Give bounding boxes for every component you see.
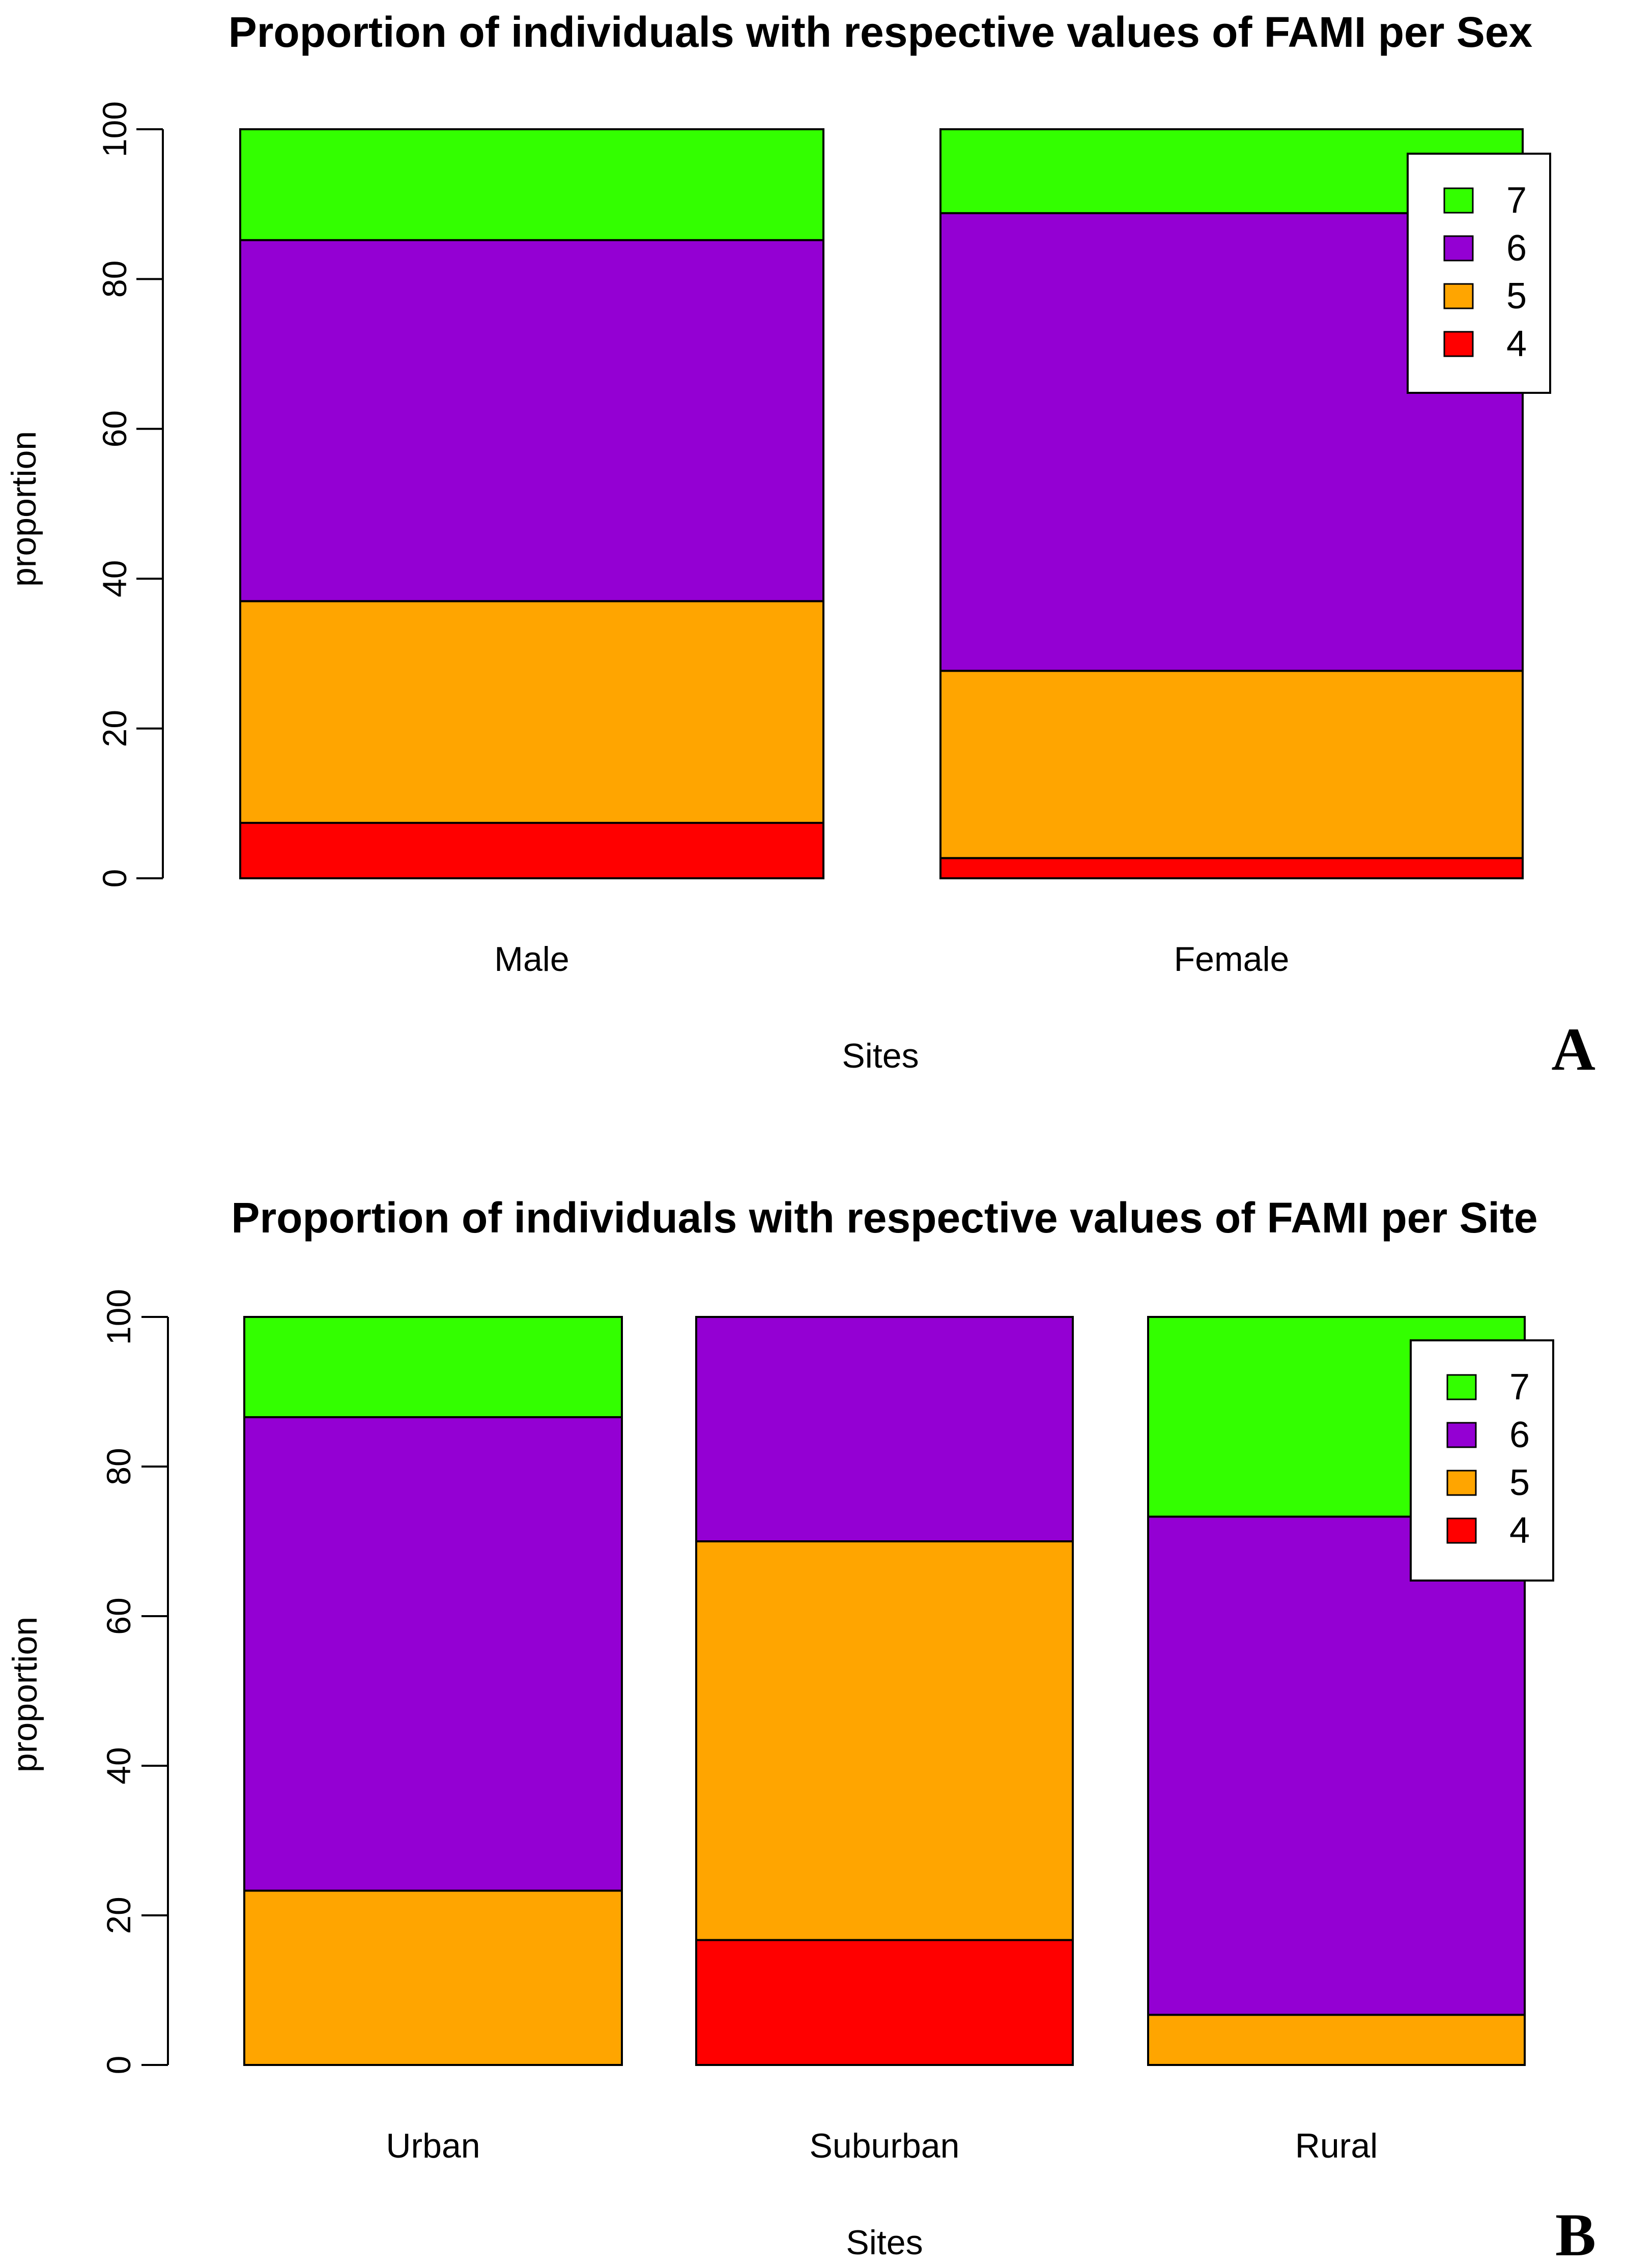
legend-box <box>1407 153 1551 394</box>
bar-segment-suburban-fami-6 <box>695 1316 1074 1542</box>
y-tick-label: 0 <box>96 869 133 888</box>
legend-swatch-4 <box>1443 331 1474 357</box>
legend-box <box>1410 1339 1554 1582</box>
legend-label-6: 6 <box>1506 228 1527 269</box>
y-axis-label: proportion <box>5 431 43 587</box>
x-category-label: Suburban <box>810 2127 960 2165</box>
legend: 7 6 5 4 <box>1410 1339 1554 1582</box>
legend-swatch-6 <box>1443 235 1474 262</box>
legend-label-4: 4 <box>1509 1510 1530 1551</box>
legend-label-6: 6 <box>1509 1415 1530 1455</box>
bar-segment-male-fami-7 <box>239 128 824 241</box>
legend-label-7: 7 <box>1509 1367 1530 1408</box>
chart-panel-sex: Proportion of individuals with respectiv… <box>5 8 1595 1083</box>
y-tick-label: 20 <box>96 710 133 747</box>
bar-segment-urban-fami-7 <box>243 1316 623 1418</box>
chart-panel-site: Proportion of individuals with respectiv… <box>6 1194 1596 2268</box>
bar-segment-suburban-fami-5 <box>695 1540 1074 1941</box>
y-tick-label: 20 <box>100 1897 137 1934</box>
x-category-label: Urban <box>386 2127 480 2165</box>
bar-segment-female-fami-4 <box>939 857 1524 879</box>
x-axis-label: Sites <box>846 2223 923 2262</box>
legend-swatch-7 <box>1446 1374 1477 1400</box>
legend-swatch-5 <box>1446 1470 1477 1496</box>
bar-segment-male-fami-4 <box>239 822 824 880</box>
y-tick-label: 60 <box>96 410 133 447</box>
legend-label-7: 7 <box>1506 180 1527 221</box>
y-tick-label: 100 <box>100 1289 137 1345</box>
legend: 7 6 5 4 <box>1407 153 1551 394</box>
chart-title: Proportion of individuals with respectiv… <box>231 1194 1537 1242</box>
bar-segment-urban-fami-6 <box>243 1416 623 1892</box>
y-tick-label: 0 <box>100 2056 137 2075</box>
y-tick-label: 40 <box>96 560 133 597</box>
legend-label-5: 5 <box>1509 1462 1530 1503</box>
y-tick-label: 80 <box>100 1448 137 1485</box>
legend-swatch-4 <box>1446 1517 1477 1544</box>
x-category-label: Rural <box>1295 2127 1378 2165</box>
y-tick-label: 80 <box>96 261 133 298</box>
y-tick-label: 40 <box>100 1747 137 1784</box>
legend-swatch-5 <box>1443 283 1474 309</box>
chart-title: Proportion of individuals with respectiv… <box>229 8 1533 56</box>
bar-segment-rural-fami-6 <box>1147 1515 1526 2016</box>
bar-segment-urban-fami-5 <box>243 1889 623 2066</box>
y-axis-label: proportion <box>6 1617 44 1772</box>
x-category-label: Male <box>494 940 569 979</box>
legend-swatch-7 <box>1443 187 1474 214</box>
x-category-label: Female <box>1174 940 1290 979</box>
y-tick-label: 100 <box>96 101 133 157</box>
bar-segment-male-fami-5 <box>239 600 824 824</box>
bar-segment-female-fami-5 <box>939 670 1524 859</box>
panel-letter: B <box>1555 2201 1596 2268</box>
bar-segment-male-fami-6 <box>239 239 824 602</box>
legend-label-4: 4 <box>1506 324 1527 364</box>
legend-label-5: 5 <box>1506 276 1527 317</box>
legend-swatch-6 <box>1446 1422 1477 1448</box>
panel-letter: A <box>1551 1015 1595 1083</box>
bar-segment-rural-fami-5 <box>1147 2014 1526 2066</box>
y-tick-label: 60 <box>100 1597 137 1634</box>
bar-segment-suburban-fami-4 <box>695 1939 1074 2066</box>
x-axis-label: Sites <box>842 1037 919 1075</box>
